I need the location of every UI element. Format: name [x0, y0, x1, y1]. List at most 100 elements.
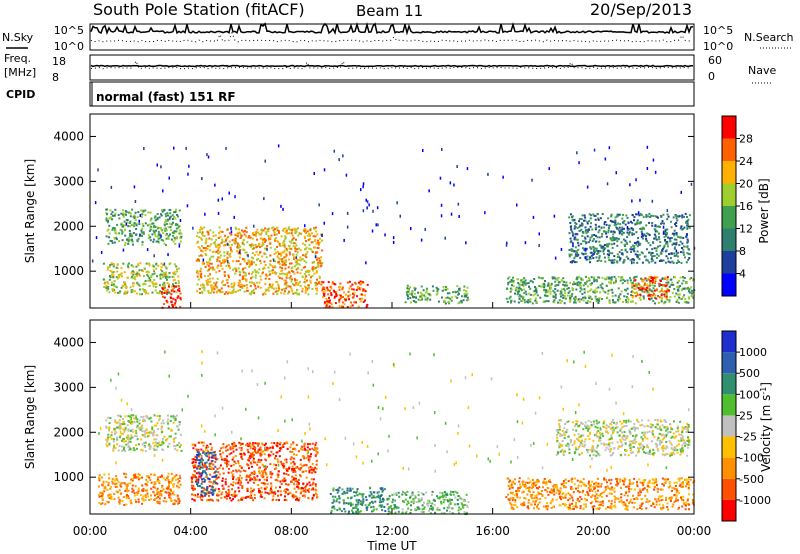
echo-cell — [196, 458, 199, 461]
echo-cell — [242, 469, 245, 472]
echo-cell — [144, 280, 147, 282]
echo-cell — [153, 498, 156, 501]
echo-cell — [171, 218, 174, 220]
echo-cell — [135, 273, 138, 276]
echo-cell — [199, 496, 202, 499]
echo-cell — [673, 288, 676, 290]
echo-cell — [663, 235, 666, 238]
echo-cell — [169, 296, 172, 299]
echo-cell — [342, 499, 345, 502]
echo-cell — [259, 259, 262, 262]
echo-cell — [364, 299, 366, 302]
echo-cell — [631, 232, 634, 235]
echo-cell — [224, 234, 227, 237]
echo-cell — [197, 240, 199, 243]
echo-cell — [223, 293, 226, 295]
echo-cell — [177, 295, 180, 298]
echo-cell — [660, 215, 663, 218]
echo-cell — [343, 490, 346, 493]
echo-cell — [271, 265, 274, 268]
echo-cell — [252, 442, 255, 445]
echo-cell — [267, 288, 270, 291]
echo-cell — [386, 497, 389, 500]
echo-cell — [253, 282, 255, 285]
echo-cell — [264, 247, 267, 250]
echo-cell — [214, 283, 217, 286]
echo-cell — [279, 258, 281, 261]
echo-cell — [251, 290, 253, 293]
echo-cell — [172, 285, 175, 287]
echo-cell — [634, 287, 637, 290]
power-colorbar-segment — [722, 273, 736, 296]
echo-cell — [276, 226, 279, 229]
echo-cell — [208, 478, 211, 481]
echo-cell — [166, 301, 169, 304]
echo-cell — [166, 476, 169, 479]
echo-cell — [172, 483, 175, 486]
echo-cell — [146, 432, 149, 435]
echo-cell — [265, 275, 268, 277]
echo-cell — [660, 222, 663, 225]
echo-cell — [585, 242, 588, 245]
echo-cell — [653, 247, 656, 250]
echo-cell — [130, 289, 133, 292]
echo-cell — [129, 440, 132, 443]
echo-cell — [357, 287, 359, 290]
echo-cell — [291, 283, 294, 285]
echo-cell — [335, 291, 338, 293]
echo-cell — [159, 491, 162, 494]
echo-cell — [594, 218, 597, 221]
echo-cell — [173, 211, 175, 214]
echo-cell — [168, 442, 171, 445]
echo-cell — [312, 235, 315, 238]
echo-cell — [622, 238, 625, 241]
echo-cell — [205, 452, 208, 455]
echo-cell — [250, 291, 253, 294]
echo-cell — [217, 264, 220, 267]
echo-cell — [200, 482, 203, 485]
echo-cell — [155, 497, 158, 500]
echo-cell — [286, 285, 289, 288]
echo-cell — [221, 491, 224, 494]
echo-cell — [624, 248, 627, 251]
echo-cell — [616, 215, 619, 218]
echo-cell — [274, 272, 277, 275]
echo-cell — [132, 489, 135, 492]
echo-cell — [210, 462, 213, 465]
echo-cell — [199, 228, 201, 231]
echo-cell — [646, 278, 649, 281]
echo-cell — [128, 222, 131, 224]
echo-cell — [563, 285, 566, 288]
echo-cell — [234, 455, 237, 457]
echo-cell — [327, 299, 330, 302]
echo-cell — [144, 214, 147, 217]
echo-cell — [508, 276, 511, 279]
echo-cell — [308, 469, 311, 472]
echo-cell — [246, 487, 249, 490]
echo-cell — [102, 480, 105, 483]
echo-cell — [115, 426, 118, 429]
echo-cell — [228, 265, 231, 268]
echo-cell — [297, 450, 300, 453]
echo-cell — [207, 275, 210, 277]
echo-cell — [580, 288, 583, 291]
echo-cell — [419, 299, 422, 302]
echo-cell — [664, 261, 667, 264]
echo-cell — [138, 223, 141, 226]
echo-cell — [653, 255, 656, 257]
echo-cell — [173, 230, 176, 233]
echo-cell — [361, 289, 364, 292]
echo-cell — [221, 280, 224, 283]
echo-cell — [601, 298, 603, 300]
echo-cell — [639, 212, 642, 215]
echo-cell — [159, 275, 162, 278]
echo-cell — [332, 498, 335, 501]
freq-trace — [90, 64, 694, 68]
echo-cell — [562, 296, 565, 299]
echo-cell — [226, 492, 229, 495]
echo-cell — [645, 239, 648, 242]
echo-cell — [276, 245, 278, 248]
echo-cell — [163, 242, 166, 245]
echo-cell — [610, 213, 613, 216]
echo-cell — [240, 447, 243, 449]
